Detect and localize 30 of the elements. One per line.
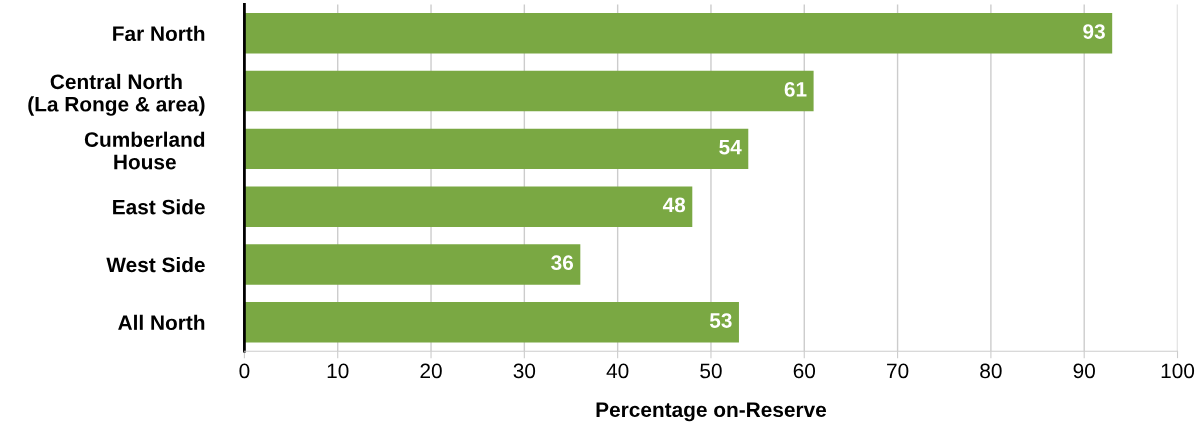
data-label: 36 bbox=[551, 255, 574, 271]
y-tick-label: West Side bbox=[106, 256, 205, 273]
data-label: 53 bbox=[709, 313, 732, 328]
y-tick-label: Central North (La Ronge & area) bbox=[28, 73, 205, 116]
bar bbox=[244, 128, 749, 170]
bar bbox=[244, 13, 1113, 54]
bar bbox=[244, 244, 581, 285]
data-label: 93 bbox=[1083, 24, 1105, 39]
data-label: 48 bbox=[662, 197, 686, 213]
x-tick-label: 50 bbox=[700, 363, 722, 379]
x-axis-title: Percentage on-Reserve bbox=[596, 402, 827, 422]
x-tick-label: 80 bbox=[980, 363, 1002, 379]
x-tick-label: 60 bbox=[793, 363, 816, 379]
bar bbox=[244, 70, 814, 112]
x-tick-label: 30 bbox=[513, 363, 536, 379]
x-tick-label: 70 bbox=[887, 363, 909, 379]
x-tick-label: 100 bbox=[1161, 363, 1195, 379]
data-label: 61 bbox=[784, 81, 807, 97]
y-tick-label: East Side bbox=[113, 199, 205, 215]
bar bbox=[244, 186, 693, 227]
y-tick-label: All North bbox=[118, 314, 205, 331]
data-label: 54 bbox=[719, 139, 742, 155]
x-tick-label: 20 bbox=[420, 363, 442, 379]
y-tick-label: Cumberland House bbox=[84, 131, 205, 170]
y-tick-label: Far North bbox=[113, 25, 205, 42]
x-tick-label: 90 bbox=[1073, 363, 1095, 379]
x-tick-label: 40 bbox=[606, 363, 629, 379]
x-tick-label: 0 bbox=[239, 363, 250, 379]
x-tick-label: 10 bbox=[327, 363, 349, 379]
bar bbox=[244, 302, 739, 343]
